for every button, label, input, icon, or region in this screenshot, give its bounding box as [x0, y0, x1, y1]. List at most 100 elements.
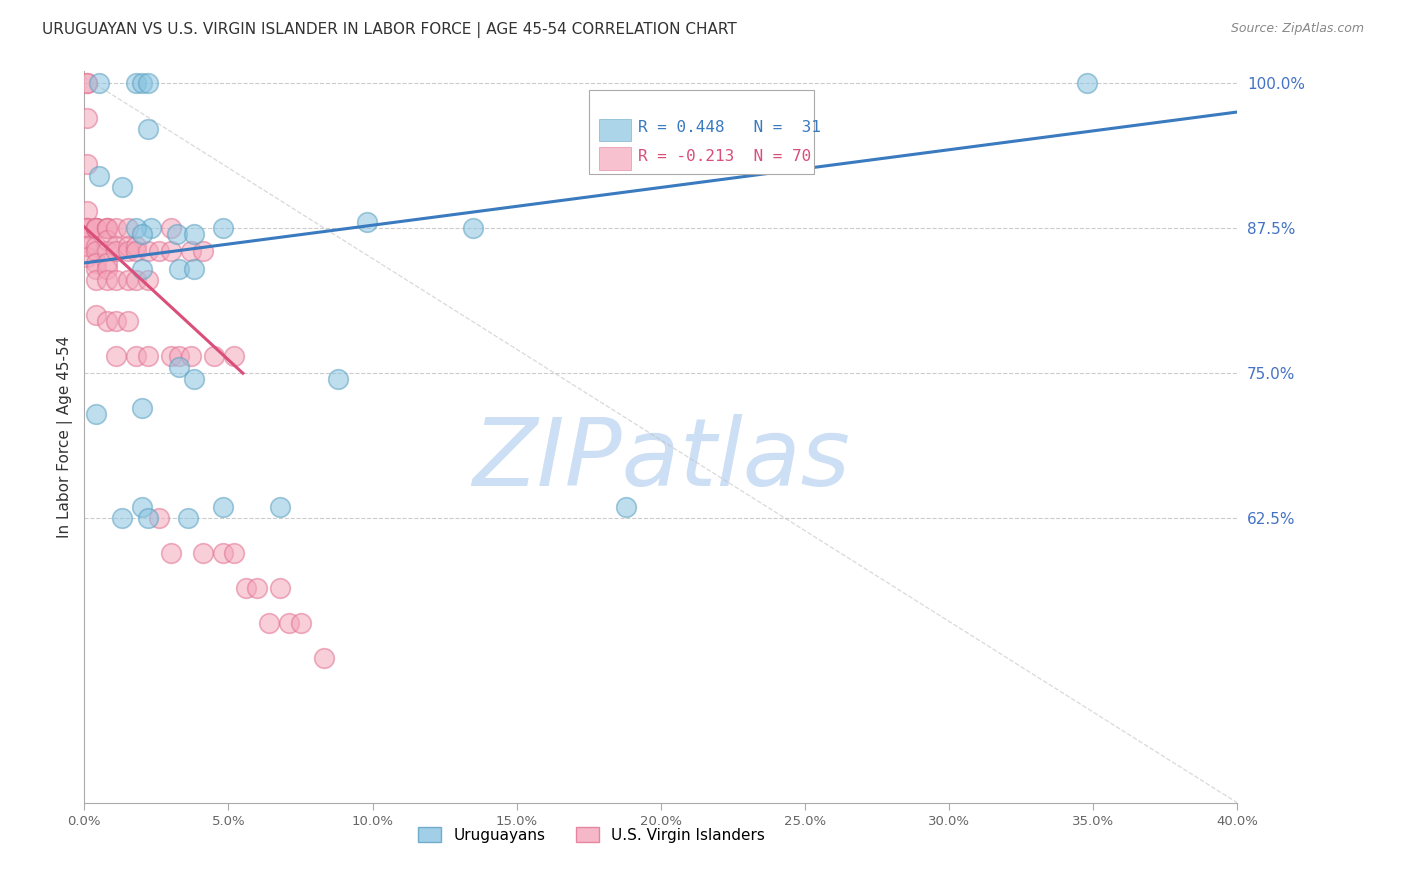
Point — [148, 244, 170, 259]
Point — [84, 221, 107, 235]
Point — [105, 244, 128, 259]
Point — [183, 261, 205, 276]
Point — [84, 407, 107, 421]
Point — [257, 615, 280, 630]
Point — [96, 273, 118, 287]
Text: Source: ZipAtlas.com: Source: ZipAtlas.com — [1230, 22, 1364, 36]
Point — [96, 221, 118, 235]
Y-axis label: In Labor Force | Age 45-54: In Labor Force | Age 45-54 — [58, 336, 73, 538]
Point — [166, 227, 188, 241]
Point — [105, 349, 128, 363]
Point — [105, 314, 128, 328]
Point — [269, 581, 291, 595]
Point — [169, 261, 191, 276]
Point — [160, 349, 183, 363]
Point — [312, 650, 335, 665]
Text: ZIPatlas: ZIPatlas — [472, 414, 849, 505]
Point — [235, 581, 257, 595]
Point — [76, 221, 98, 235]
Point — [105, 238, 128, 252]
Point — [84, 221, 107, 235]
Point — [84, 221, 107, 235]
Point — [269, 500, 291, 514]
Point — [191, 546, 214, 560]
Point — [76, 203, 98, 218]
Point — [211, 500, 233, 514]
Point — [1076, 76, 1098, 90]
Point — [111, 180, 134, 194]
Point — [76, 238, 98, 252]
Point — [169, 349, 191, 363]
Point — [84, 261, 107, 276]
Point — [76, 250, 98, 264]
Point — [211, 221, 233, 235]
Point — [125, 273, 148, 287]
FancyBboxPatch shape — [599, 119, 631, 141]
Point — [87, 169, 110, 183]
Legend: Uruguayans, U.S. Virgin Islanders: Uruguayans, U.S. Virgin Islanders — [419, 827, 765, 843]
Point — [177, 511, 200, 525]
Point — [84, 256, 107, 270]
Point — [183, 227, 205, 241]
Point — [105, 221, 128, 235]
Point — [96, 314, 118, 328]
Point — [131, 227, 153, 241]
Point — [180, 349, 202, 363]
Point — [136, 511, 159, 525]
Point — [463, 221, 485, 235]
Point — [96, 256, 118, 270]
Point — [84, 308, 107, 322]
Point — [76, 76, 98, 90]
Point — [76, 238, 98, 252]
Point — [117, 221, 139, 235]
Point — [136, 349, 159, 363]
Point — [169, 360, 191, 375]
Point — [96, 221, 118, 235]
Point — [202, 349, 225, 363]
Point — [136, 244, 159, 259]
Point — [356, 215, 378, 229]
Point — [84, 238, 107, 252]
Point — [87, 76, 110, 90]
Point — [136, 122, 159, 136]
Point — [224, 349, 246, 363]
Point — [136, 76, 159, 90]
Point — [76, 221, 98, 235]
Point — [125, 221, 148, 235]
Point — [614, 500, 637, 514]
Point — [117, 244, 139, 259]
Point — [96, 221, 118, 235]
Point — [125, 244, 148, 259]
Point — [76, 76, 98, 90]
Point — [76, 111, 98, 125]
Point — [125, 238, 148, 252]
FancyBboxPatch shape — [589, 90, 814, 174]
Point — [191, 244, 214, 259]
Point — [111, 511, 134, 525]
Point — [96, 261, 118, 276]
Point — [224, 546, 246, 560]
Point — [131, 76, 153, 90]
Point — [183, 372, 205, 386]
FancyBboxPatch shape — [599, 147, 631, 170]
Point — [125, 76, 148, 90]
Point — [160, 244, 183, 259]
Point — [326, 372, 349, 386]
Point — [160, 221, 183, 235]
Point — [290, 615, 312, 630]
Text: R = -0.213  N = 70: R = -0.213 N = 70 — [638, 149, 811, 163]
Point — [84, 244, 107, 259]
Text: URUGUAYAN VS U.S. VIRGIN ISLANDER IN LABOR FORCE | AGE 45-54 CORRELATION CHART: URUGUAYAN VS U.S. VIRGIN ISLANDER IN LAB… — [42, 22, 737, 38]
Point — [131, 401, 153, 415]
Point — [96, 244, 118, 259]
Point — [76, 157, 98, 171]
Point — [278, 615, 301, 630]
Point — [117, 273, 139, 287]
Point — [125, 349, 148, 363]
Point — [84, 273, 107, 287]
Point — [131, 500, 153, 514]
Point — [131, 261, 153, 276]
Point — [84, 221, 107, 235]
Point — [180, 244, 202, 259]
Point — [136, 273, 159, 287]
